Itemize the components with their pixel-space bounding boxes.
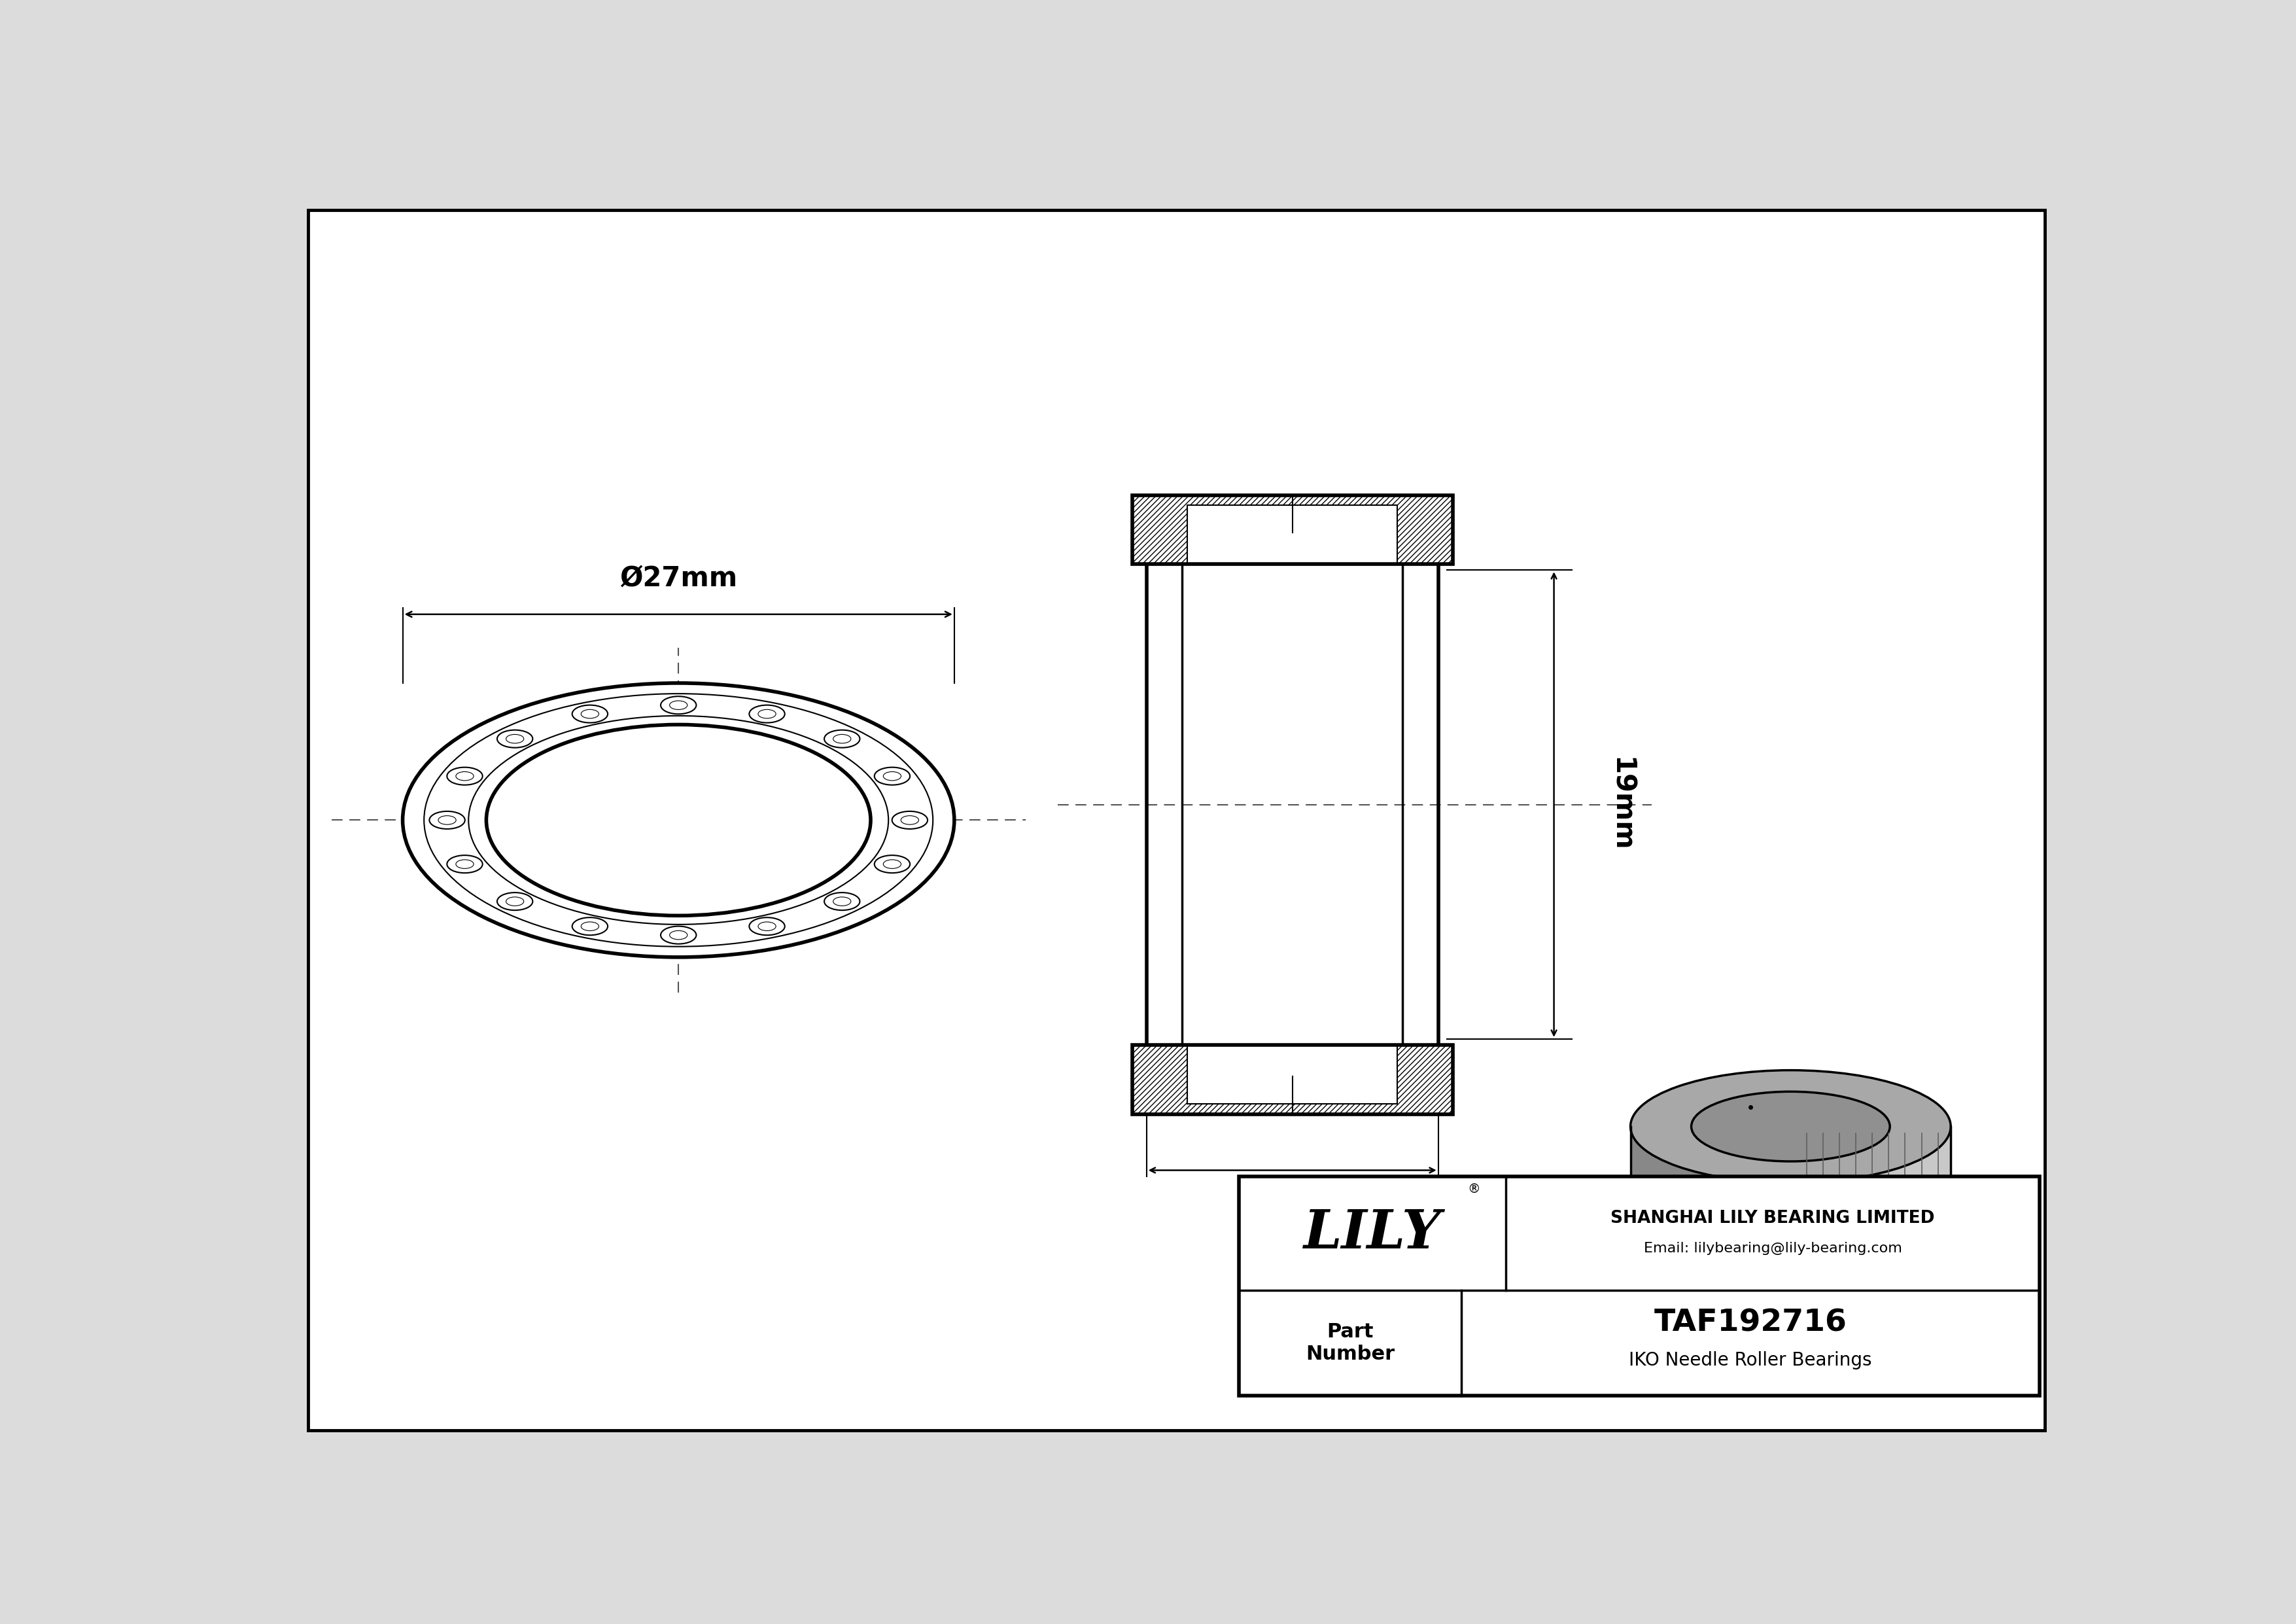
Ellipse shape [448, 856, 482, 874]
Text: IKO Needle Roller Bearings: IKO Needle Roller Bearings [1630, 1351, 1871, 1369]
Ellipse shape [402, 684, 955, 957]
Bar [1240, 1176, 2039, 1395]
Text: ®: ® [1467, 1182, 1481, 1195]
Text: 19mm: 19mm [1607, 757, 1635, 853]
Text: 16mm: 16mm [1244, 1195, 1339, 1223]
Ellipse shape [1692, 1091, 1890, 1161]
Bar [1630, 1127, 1791, 1289]
Ellipse shape [758, 922, 776, 931]
Text: Ø27mm: Ø27mm [620, 564, 737, 591]
Ellipse shape [748, 918, 785, 935]
Ellipse shape [498, 731, 533, 747]
Ellipse shape [891, 812, 928, 828]
Ellipse shape [670, 931, 687, 940]
Bar [1187, 1046, 1398, 1104]
Ellipse shape [439, 815, 457, 825]
Ellipse shape [875, 856, 909, 874]
Ellipse shape [457, 859, 473, 869]
Text: LILY: LILY [1304, 1207, 1442, 1260]
Ellipse shape [661, 926, 696, 944]
Ellipse shape [875, 767, 909, 784]
Ellipse shape [758, 710, 776, 718]
Ellipse shape [581, 710, 599, 718]
Ellipse shape [498, 893, 533, 909]
Ellipse shape [572, 918, 608, 935]
Ellipse shape [457, 771, 473, 781]
Ellipse shape [824, 731, 859, 747]
Text: Part
Number: Part Number [1306, 1322, 1394, 1363]
Bar [1132, 495, 1453, 564]
Ellipse shape [581, 922, 599, 931]
Text: TAF192716: TAF192716 [1653, 1307, 1846, 1338]
Ellipse shape [487, 724, 870, 916]
Ellipse shape [429, 812, 464, 828]
Ellipse shape [1630, 1233, 1952, 1345]
Ellipse shape [425, 693, 932, 947]
Ellipse shape [670, 700, 687, 710]
Bar [1132, 1046, 1453, 1114]
Text: Email: lilybearing@lily-bearing.com: Email: lilybearing@lily-bearing.com [1644, 1242, 1901, 1255]
Text: SHANGHAI LILY BEARING LIMITED: SHANGHAI LILY BEARING LIMITED [1612, 1210, 1936, 1226]
Ellipse shape [884, 859, 900, 869]
Ellipse shape [661, 697, 696, 715]
Ellipse shape [1630, 1070, 1952, 1182]
Ellipse shape [572, 705, 608, 723]
Bar [1132, 495, 1453, 564]
Ellipse shape [833, 896, 852, 906]
Bar [1132, 1046, 1453, 1114]
Bar [1187, 505, 1398, 564]
Ellipse shape [900, 815, 918, 825]
Ellipse shape [833, 734, 852, 744]
Ellipse shape [505, 734, 523, 744]
Ellipse shape [884, 771, 900, 781]
Ellipse shape [824, 893, 859, 909]
Ellipse shape [748, 705, 785, 723]
Ellipse shape [468, 716, 889, 924]
Ellipse shape [505, 896, 523, 906]
Bar [1791, 1127, 1952, 1289]
Ellipse shape [448, 767, 482, 784]
